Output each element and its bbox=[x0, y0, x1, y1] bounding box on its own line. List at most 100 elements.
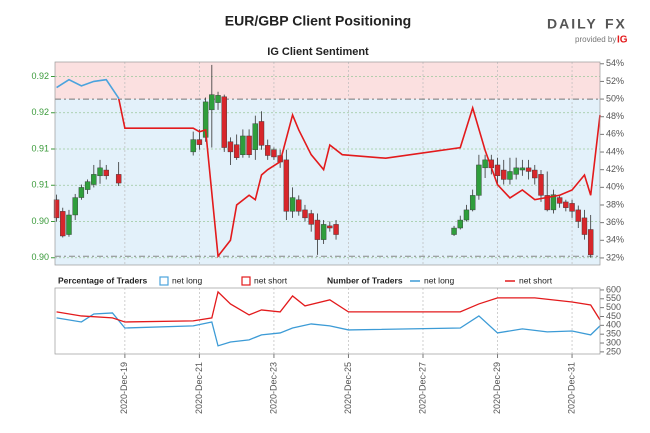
candle-body bbox=[258, 121, 265, 146]
candle-body bbox=[246, 135, 252, 155]
x-tick-label: 2020-Dec-29 bbox=[492, 362, 502, 414]
logo-right: FX bbox=[605, 16, 627, 32]
candle-body bbox=[469, 195, 476, 211]
candle-body bbox=[314, 219, 321, 240]
y-tick-label: 300 bbox=[606, 337, 621, 347]
chart-subtitle: IG Client Sentiment bbox=[267, 46, 369, 58]
candle-body bbox=[513, 167, 519, 175]
plot-frame bbox=[54, 61, 601, 266]
sentiment-line bbox=[56, 78, 601, 259]
candle-body bbox=[271, 149, 277, 158]
legend-label: net short bbox=[519, 275, 553, 285]
y2-tick-label: 46% bbox=[606, 129, 624, 139]
candle-body bbox=[308, 213, 314, 225]
legend-swatch bbox=[159, 276, 169, 286]
candle-body bbox=[476, 164, 482, 196]
y-tick-label: 600 bbox=[606, 284, 621, 294]
plot-frame bbox=[54, 287, 601, 355]
legend-swatch bbox=[241, 276, 251, 286]
y-tick-label: 0.92 bbox=[31, 71, 49, 81]
candle-body bbox=[66, 214, 72, 235]
candle-body bbox=[333, 224, 339, 235]
candle-body bbox=[72, 197, 78, 216]
x-tick-label: 2020-Dec-21 bbox=[194, 362, 204, 414]
candle-body bbox=[221, 96, 227, 148]
count-line bbox=[56, 312, 601, 347]
x-tick-label: 2020-Dec-27 bbox=[417, 362, 427, 414]
logo-left: DAILY bbox=[547, 16, 598, 32]
candle-body bbox=[103, 169, 109, 177]
count-line bbox=[56, 290, 601, 323]
candle-body bbox=[209, 94, 215, 111]
candle-body bbox=[302, 209, 308, 219]
y2-tick-label: 44% bbox=[606, 146, 624, 156]
brand: IG bbox=[617, 35, 628, 46]
candle-body bbox=[78, 187, 85, 198]
y-tick-label: 0.91 bbox=[31, 143, 49, 153]
y2-tick-label: 48% bbox=[606, 111, 624, 121]
y-tick-label: 450 bbox=[606, 311, 621, 321]
y2-tick-label: 36% bbox=[606, 217, 624, 227]
candle-body bbox=[563, 201, 569, 208]
y-tick-label: 0.92 bbox=[31, 107, 49, 117]
y2-tick-label: 32% bbox=[606, 252, 624, 262]
y-tick-label: 250 bbox=[606, 346, 621, 356]
chart-title: EUR/GBP Client Positioning bbox=[225, 13, 411, 29]
candle-body bbox=[544, 195, 550, 211]
candle-body bbox=[91, 174, 97, 185]
candle-body bbox=[283, 159, 290, 212]
net-short-area bbox=[55, 62, 600, 100]
y2-tick-label: 50% bbox=[606, 93, 624, 103]
y2-tick-label: 40% bbox=[606, 182, 624, 192]
candle-body bbox=[327, 225, 333, 229]
candle-body bbox=[84, 181, 91, 190]
y2-tick-label: 52% bbox=[606, 76, 624, 86]
candle-body bbox=[265, 145, 271, 156]
candle-body bbox=[289, 197, 296, 212]
candle-body bbox=[457, 219, 463, 229]
candle-body bbox=[240, 135, 246, 155]
candle-body bbox=[60, 211, 66, 237]
candle-body bbox=[97, 167, 103, 177]
candle-body bbox=[451, 227, 457, 235]
y-tick-label: 350 bbox=[606, 329, 621, 339]
provided-by: provided by bbox=[575, 35, 616, 44]
candle-body bbox=[538, 174, 544, 196]
candle-body bbox=[581, 217, 588, 235]
candle-body bbox=[115, 174, 122, 184]
y-tick-label: 500 bbox=[606, 302, 621, 312]
candle-body bbox=[532, 169, 538, 179]
y2-tick-label: 34% bbox=[606, 235, 624, 245]
candle-body bbox=[550, 194, 557, 211]
candle-body bbox=[215, 95, 221, 103]
candle-body bbox=[507, 171, 513, 180]
candle-body bbox=[252, 123, 258, 150]
candle-body bbox=[53, 199, 60, 219]
x-tick-label: 2020-Dec-23 bbox=[268, 362, 278, 414]
legend-label: net long bbox=[172, 275, 203, 285]
y2-tick-label: 42% bbox=[606, 164, 624, 174]
candle-body bbox=[296, 199, 302, 212]
candle-body bbox=[233, 144, 240, 158]
candle-body bbox=[556, 197, 563, 204]
candle-body bbox=[575, 209, 581, 222]
candle-body bbox=[196, 139, 203, 145]
candle-body bbox=[227, 141, 234, 153]
legend-title: Percentage of Traders bbox=[58, 275, 148, 285]
legend-title: Number of Traders bbox=[327, 275, 403, 285]
legend-label: net short bbox=[254, 275, 288, 285]
candle-body bbox=[587, 229, 594, 256]
x-tick-label: 2020-Dec-25 bbox=[343, 362, 353, 414]
legend-label: net long bbox=[424, 275, 455, 285]
x-tick-label: 2020-Dec-31 bbox=[566, 362, 576, 414]
y-tick-label: 0.91 bbox=[31, 180, 49, 190]
candle-body bbox=[463, 209, 470, 221]
candle-body bbox=[525, 167, 532, 172]
y-tick-label: 0.90 bbox=[31, 252, 49, 262]
net-long-area bbox=[55, 99, 600, 265]
candle-body bbox=[519, 167, 526, 171]
y-tick-label: 550 bbox=[606, 293, 621, 303]
y2-tick-label: 54% bbox=[606, 58, 624, 68]
y-tick-label: 400 bbox=[606, 320, 621, 330]
